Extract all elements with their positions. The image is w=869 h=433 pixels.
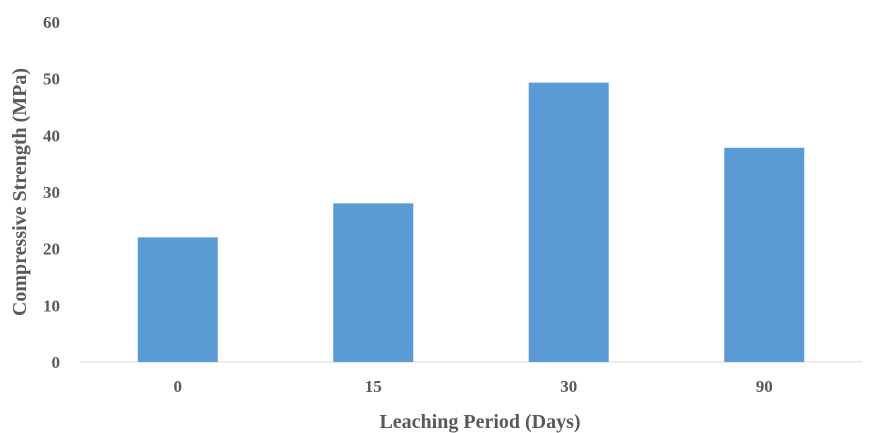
x-axis-title: Leaching Period (Days): [379, 411, 580, 433]
y-tick-label: 30: [43, 183, 60, 202]
x-axis-ticks: 0 15 30 90: [174, 377, 773, 396]
y-axis-title: Compressive Strength (MPa): [9, 68, 31, 316]
x-tick-label: 0: [174, 377, 183, 396]
bars: [137, 82, 805, 362]
x-tick-label: 15: [365, 377, 382, 396]
y-tick-label: 40: [43, 126, 60, 145]
y-tick-label: 0: [52, 353, 61, 372]
y-axis-ticks: 0 10 20 30 40 50 60: [43, 13, 60, 372]
y-tick-label: 50: [43, 70, 60, 89]
x-tick-label: 90: [756, 377, 773, 396]
bar-90: [724, 147, 805, 362]
bar-30: [528, 82, 609, 362]
x-tick-label: 30: [560, 377, 577, 396]
bar-15: [333, 203, 414, 362]
y-tick-label: 10: [43, 296, 60, 315]
y-tick-label: 60: [43, 13, 60, 32]
y-tick-label: 20: [43, 240, 60, 259]
bar-0: [137, 237, 218, 362]
